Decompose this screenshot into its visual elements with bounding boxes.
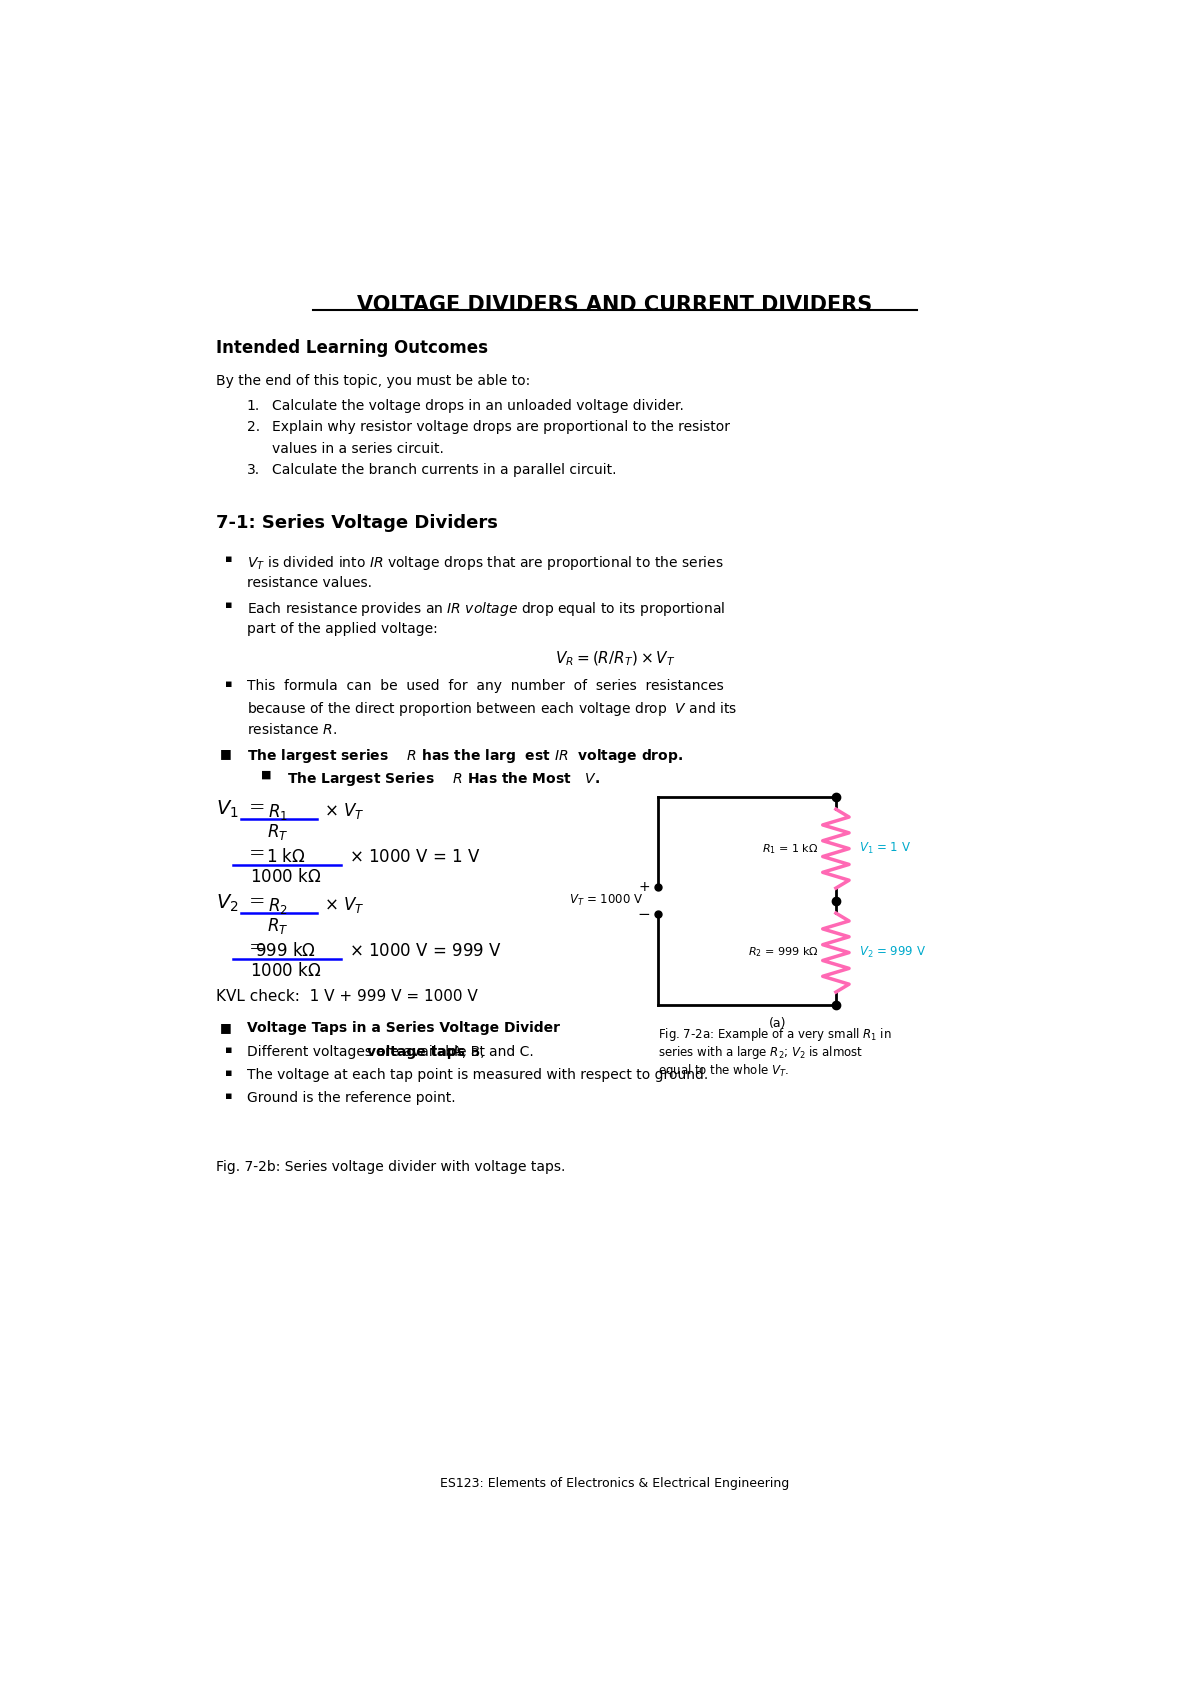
Text: $V_R = (R/R_T) \times V_T$: $V_R = (R/R_T) \times V_T$ — [554, 650, 676, 667]
Text: $\times$ 1000 V = 1 V: $\times$ 1000 V = 1 V — [349, 849, 481, 866]
Text: Fig. 7-2b: Series voltage divider with voltage taps.: Fig. 7-2b: Series voltage divider with v… — [216, 1160, 565, 1173]
Text: =: = — [248, 800, 265, 817]
Text: $V_1$ = 1 V: $V_1$ = 1 V — [859, 841, 911, 856]
Text: ▪: ▪ — [226, 1044, 233, 1054]
Text: $R_T$: $R_T$ — [268, 822, 288, 842]
Text: ■: ■ — [220, 747, 232, 759]
Text: 1000 k$\Omega$: 1000 k$\Omega$ — [250, 963, 322, 980]
Text: $V_T$ = 1000 V: $V_T$ = 1000 V — [569, 893, 643, 908]
Text: 7-1: Series Voltage Dividers: 7-1: Series Voltage Dividers — [216, 514, 498, 531]
Text: VOLTAGE DIVIDERS AND CURRENT DIVIDERS: VOLTAGE DIVIDERS AND CURRENT DIVIDERS — [358, 295, 872, 314]
Text: 1.: 1. — [247, 399, 260, 413]
Text: series with a large $R_2$; $V_2$ is almost: series with a large $R_2$; $V_2$ is almo… — [658, 1044, 863, 1061]
Text: $R_2$ = 999 k$\Omega$: $R_2$ = 999 k$\Omega$ — [749, 946, 818, 959]
Text: 1000 k$\Omega$: 1000 k$\Omega$ — [250, 868, 322, 886]
Text: $\times$ 1000 V = 999 V: $\times$ 1000 V = 999 V — [349, 942, 502, 961]
Text: Intended Learning Outcomes: Intended Learning Outcomes — [216, 340, 488, 357]
Text: A, B, and C.: A, B, and C. — [449, 1044, 534, 1058]
Text: $R_1$: $R_1$ — [268, 801, 288, 822]
Text: Ground is the reference point.: Ground is the reference point. — [247, 1090, 456, 1105]
Text: −: − — [637, 907, 650, 922]
Text: This  formula  can  be  used  for  any  number  of  series  resistances: This formula can be used for any number … — [247, 679, 724, 693]
Text: Voltage Taps in a Series Voltage Divider: Voltage Taps in a Series Voltage Divider — [247, 1022, 560, 1036]
Text: part of the applied voltage:: part of the applied voltage: — [247, 621, 438, 635]
Text: ▪: ▪ — [226, 601, 233, 610]
Text: ▪: ▪ — [226, 1068, 233, 1078]
Text: equal to the whole $V_T$.: equal to the whole $V_T$. — [658, 1061, 788, 1078]
Text: =: = — [248, 846, 265, 863]
Text: Different voltages are available at: Different voltages are available at — [247, 1044, 490, 1058]
Text: KVL check:  1 V + 999 V = 1000 V: KVL check: 1 V + 999 V = 1000 V — [216, 990, 478, 1004]
Text: Calculate the voltage drops in an unloaded voltage divider.: Calculate the voltage drops in an unload… — [272, 399, 684, 413]
Text: $R_T$: $R_T$ — [268, 915, 288, 936]
Text: Fig. 7-2a: Example of a very small $R_1$ in: Fig. 7-2a: Example of a very small $R_1$… — [658, 1026, 892, 1043]
Text: resistance values.: resistance values. — [247, 576, 372, 589]
Text: $V_2$ = 999 V: $V_2$ = 999 V — [859, 946, 926, 959]
Text: $\times\ V_T$: $\times\ V_T$ — [324, 801, 365, 822]
Text: The voltage at each tap point is measured with respect to ground.: The voltage at each tap point is measure… — [247, 1068, 708, 1082]
Text: values in a series circuit.: values in a series circuit. — [272, 441, 444, 455]
Text: Calculate the branch currents in a parallel circuit.: Calculate the branch currents in a paral… — [272, 464, 617, 477]
Text: Explain why resistor voltage drops are proportional to the resistor: Explain why resistor voltage drops are p… — [272, 419, 731, 435]
Text: 3.: 3. — [247, 464, 260, 477]
Text: 999 k$\Omega$: 999 k$\Omega$ — [256, 942, 316, 959]
Text: ▪: ▪ — [226, 1090, 233, 1100]
Text: resistance $R$.: resistance $R$. — [247, 722, 337, 737]
Text: $V_1$: $V_1$ — [216, 800, 239, 820]
Text: ■: ■ — [220, 1022, 232, 1034]
Text: =: = — [248, 893, 265, 910]
Text: $R_2$: $R_2$ — [268, 897, 288, 915]
Text: ▪: ▪ — [226, 554, 233, 564]
Text: $V_T$ is divided into $IR$ voltage drops that are proportional to the series: $V_T$ is divided into $IR$ voltage drops… — [247, 554, 724, 572]
Text: ▪: ▪ — [226, 679, 233, 689]
Text: ES123: Elements of Electronics & Electrical Engineering: ES123: Elements of Electronics & Electri… — [440, 1477, 790, 1489]
Text: ■: ■ — [260, 769, 271, 779]
Text: By the end of this topic, you must be able to:: By the end of this topic, you must be ab… — [216, 374, 530, 387]
Text: 1 k$\Omega$: 1 k$\Omega$ — [266, 849, 306, 866]
Text: voltage taps: voltage taps — [367, 1044, 464, 1058]
Text: $R_1$ = 1 k$\Omega$: $R_1$ = 1 k$\Omega$ — [762, 842, 818, 856]
Text: because of the direct proportion between each voltage drop  $V$ and its: because of the direct proportion between… — [247, 700, 737, 718]
Text: +: + — [638, 880, 650, 893]
Text: =: = — [248, 939, 265, 958]
Text: 2.: 2. — [247, 419, 260, 435]
Text: The Largest Series    $R$ Has the Most   $V$.: The Largest Series $R$ Has the Most $V$. — [287, 769, 600, 788]
Text: (a): (a) — [769, 1017, 786, 1031]
Text: The largest series    $R$ has the larg  est $IR$  voltage drop.: The largest series $R$ has the larg est … — [247, 747, 683, 764]
Text: Each resistance provides an $IR$ $voltage$ drop equal to its proportional: Each resistance provides an $IR$ $voltag… — [247, 601, 725, 618]
Text: $V_2$: $V_2$ — [216, 893, 239, 914]
Text: $\times\ V_T$: $\times\ V_T$ — [324, 895, 365, 915]
